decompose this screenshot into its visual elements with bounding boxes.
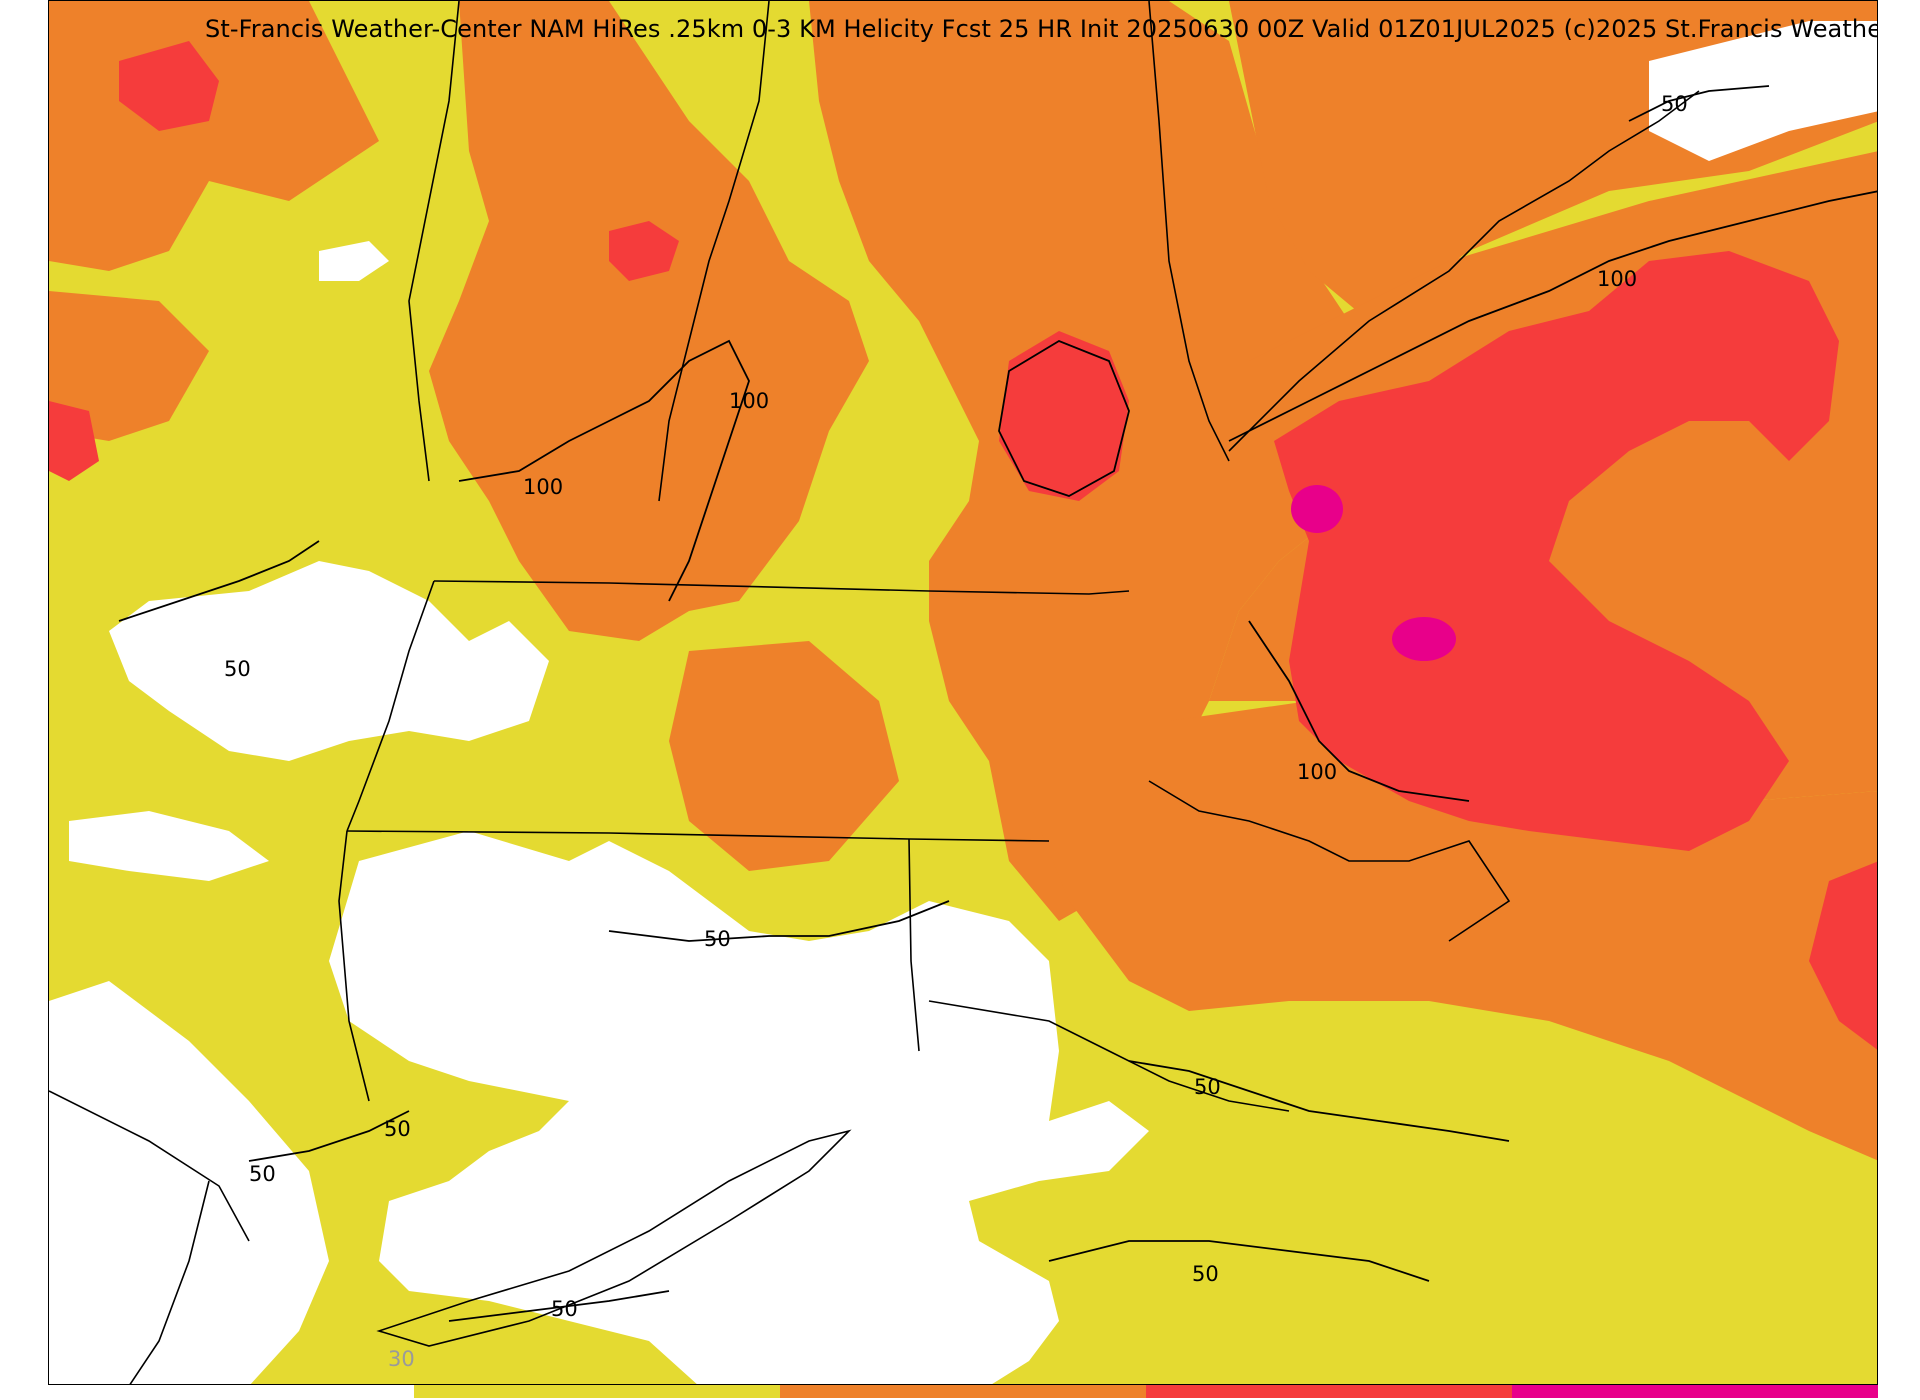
contour-label-100: 100 bbox=[1297, 760, 1337, 784]
contour-50-west bbox=[118, 540, 320, 622]
contour-label-100: 100 bbox=[729, 389, 769, 413]
colorbar-segment bbox=[1146, 1385, 1512, 1398]
contour-label-100: 100 bbox=[1597, 267, 1637, 291]
white-region-west2 bbox=[69, 811, 269, 881]
contour-label-50: 50 bbox=[551, 1297, 578, 1321]
red-region-south-east bbox=[1809, 861, 1877, 1050]
contour-100-east bbox=[1228, 190, 1877, 442]
magenta-region-south bbox=[1392, 617, 1456, 661]
orange-region-west-patch bbox=[49, 291, 209, 441]
border-ny-vt bbox=[408, 1, 460, 482]
helicity-map[interactable]: 50 100 100 100 100 50 50 50 50 50 50 50 bbox=[49, 1, 1878, 1385]
border-vt-ma bbox=[433, 580, 1130, 595]
border-ct-ri bbox=[908, 838, 920, 1052]
contour-50-ne bbox=[1628, 85, 1770, 122]
contour-label-50: 50 bbox=[249, 1162, 276, 1186]
border-nj-pa bbox=[129, 1180, 210, 1384]
red-region-east-main bbox=[1274, 251, 1839, 851]
red-region-north-spot bbox=[609, 221, 679, 281]
contour-100-lake bbox=[998, 339, 1130, 497]
contour-50-ct bbox=[608, 900, 950, 942]
coast-cape-cod bbox=[1148, 780, 1511, 942]
white-region-north-spot bbox=[319, 241, 389, 281]
coast-maine bbox=[1228, 90, 1700, 452]
border-ny-ma bbox=[346, 580, 435, 832]
contour-label-50: 50 bbox=[1194, 1075, 1221, 1099]
magenta-regions bbox=[1291, 485, 1456, 661]
colorbar-segment bbox=[780, 1385, 1146, 1398]
boundary-lines bbox=[49, 1, 1700, 1384]
contour-100-east-south bbox=[1248, 620, 1470, 802]
contour-lines bbox=[118, 85, 1877, 1322]
red-region-nw-spot1 bbox=[119, 41, 219, 131]
map-frame: 50 100 100 100 100 50 50 50 50 50 50 50 … bbox=[48, 0, 1878, 1385]
orange-region-central bbox=[669, 641, 899, 871]
long-island bbox=[376, 1129, 852, 1347]
red-regions bbox=[49, 41, 1877, 1050]
white-region-ct-south bbox=[329, 831, 1149, 1384]
contour-label-50: 50 bbox=[704, 927, 731, 951]
coast-south bbox=[928, 1000, 1290, 1112]
contour-100-north bbox=[458, 339, 750, 602]
border-ct-ny bbox=[338, 830, 370, 1102]
magenta-region-north bbox=[1291, 485, 1343, 533]
contour-50-li bbox=[448, 1290, 670, 1322]
colorbar bbox=[48, 1385, 1878, 1398]
border-vt-nh bbox=[658, 1, 770, 502]
contour-label-50: 50 bbox=[1192, 1262, 1219, 1286]
contour-label-100: 100 bbox=[523, 475, 563, 499]
contour-50-sw bbox=[248, 1110, 410, 1162]
contour-label-50: 50 bbox=[1661, 92, 1688, 116]
white-region-west bbox=[109, 561, 549, 761]
colorbar-segment bbox=[1512, 1385, 1878, 1398]
white-region-northeast bbox=[1649, 21, 1877, 161]
map-title: St-Francis Weather-Center NAM HiRes .25k… bbox=[205, 15, 1878, 43]
colorbar-tick-label: 30 bbox=[388, 1347, 415, 1371]
orange-region-north-central bbox=[429, 1, 869, 641]
contour-50-south bbox=[1048, 1240, 1430, 1282]
white-regions bbox=[49, 21, 1877, 1384]
colorbar-segment bbox=[414, 1385, 780, 1398]
contour-label-50: 50 bbox=[384, 1117, 411, 1141]
contour-label-50: 50 bbox=[224, 657, 251, 681]
border-nh-me bbox=[1148, 1, 1230, 462]
white-region-southwest bbox=[49, 981, 329, 1384]
red-region-nw-spot2 bbox=[49, 401, 99, 481]
red-region-lake bbox=[999, 331, 1129, 501]
border-nj-ny bbox=[49, 1090, 250, 1242]
colorbar-segment bbox=[48, 1385, 414, 1398]
border-ma-ct bbox=[346, 830, 1050, 842]
contour-50-southeast bbox=[1128, 1060, 1510, 1142]
